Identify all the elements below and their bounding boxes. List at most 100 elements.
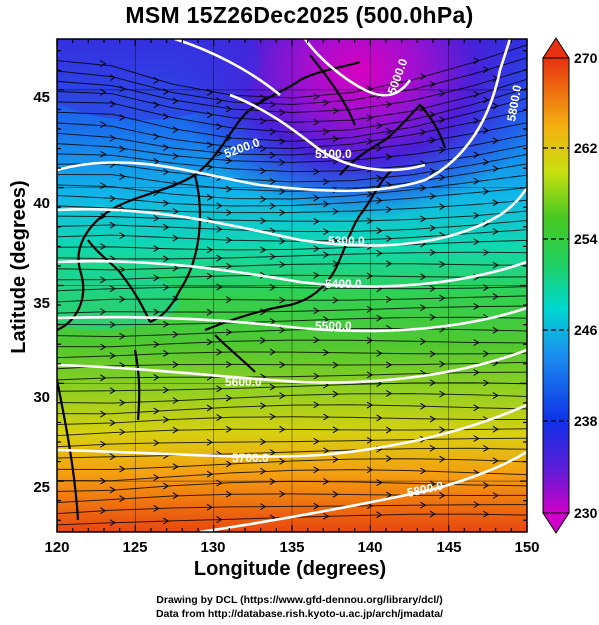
streamline-arrow [119,428,126,436]
streamline-arrow [332,237,339,245]
streamline-arrow [313,217,320,225]
streamline-arrow [376,197,383,204]
streamline-arrow [100,121,107,129]
streamline-arrow [172,330,179,338]
streamline-arrow [376,227,383,235]
streamline-arrow [260,467,267,475]
streamline-arrow [260,195,267,203]
streamline-arrow [332,426,339,434]
streamline-arrow [109,134,116,142]
streamline-arrow [492,102,499,110]
colorbar-label-230: 230 [574,505,598,521]
streamline-arrow [216,202,223,210]
streamline-arrow [385,390,393,397]
streamline-arrow [109,486,116,494]
streamline-arrow [492,228,499,236]
streamline-arrow [279,261,286,269]
colorbar-label-238: 238 [574,413,598,429]
streamline-arrow [153,340,160,348]
streamline-arrow [385,426,393,434]
streamline-arrow [279,326,286,334]
streamline-arrow [119,232,126,240]
streamline-arrow [323,478,330,485]
streamline-arrow [332,296,339,304]
streamline-arrow [483,481,490,489]
streamline-arrow [323,178,330,186]
streamline-arrow [473,151,480,159]
streamline-arrow [473,368,480,376]
streamline-arrow [313,437,320,445]
streamline-arrow [483,350,490,358]
streamline-arrow [483,187,490,195]
streamline-arrow [492,137,499,145]
streamline-arrow [225,236,233,244]
streamline-arrow [119,465,126,473]
streamline-arrow [260,308,267,316]
streamline-arrow [483,66,490,74]
streamline-arrow [153,214,160,222]
streamline-arrow [323,349,330,356]
streamline-arrow [473,177,480,185]
streamline-arrow [172,234,179,242]
streamline-arrow [206,338,213,346]
streamline-arrow [260,94,267,102]
streamline-arrow [366,371,373,379]
streamline-arrow [109,321,116,329]
streamline-arrow [429,379,436,387]
streamline-arrow [109,74,116,81]
streamline-arrow [429,510,436,518]
streamline-arrow [225,185,233,193]
streamline-arrow [439,492,446,499]
streamline-arrow [313,401,320,409]
streamline-arrow [109,100,116,108]
contour-label-5100: 5100.0 [315,147,352,161]
streamline-arrow [473,238,480,246]
x-tick-120: 120 [44,539,69,556]
streamline-arrow [216,122,223,130]
streamline-arrow [100,410,107,418]
streamline-arrow [323,251,330,259]
streamline-arrow [473,90,480,98]
streamline-arrow [420,273,427,281]
streamline-arrow [100,440,107,448]
streamline-arrow [332,107,339,115]
streamline-arrow [216,225,223,233]
y-tick-40: 40 [33,195,50,212]
streamline-arrow [172,463,179,471]
streamline-arrow [206,438,213,446]
streamline-arrow [260,167,267,175]
streamline-arrow [260,246,267,254]
streamline-arrow [172,426,179,434]
streamline-arrow [323,447,330,455]
streamline-arrow [323,200,330,208]
streamline-arrow [366,466,373,474]
x-tick-150: 150 [514,539,539,556]
streamline-arrow [163,199,170,207]
colorbar-label-270: 270 [574,50,598,66]
streamline-arrow [385,153,393,161]
streamline-arrow [366,217,373,225]
colorbar-label-262: 262 [574,140,598,156]
streamline-arrow [473,404,480,412]
streamline-arrow [109,387,116,395]
streamline-arrow [260,438,267,446]
streamline-arrow [269,128,276,136]
streamline-arrow [260,503,267,511]
y-tick-30: 30 [33,389,50,406]
streamline-arrow [119,173,126,180]
streamline-arrow [366,272,373,280]
streamline-arrow [366,401,373,409]
streamline-arrow [100,507,107,515]
streamline-arrow [269,413,276,421]
streamline-arrow [385,491,393,499]
streamline-arrow [163,255,170,263]
streamline-arrow [206,88,213,96]
streamline-arrow [366,190,373,198]
streamline-arrow [119,295,126,303]
contour-label-5700: 5700.0 [232,451,269,465]
streamline-arrow [439,426,446,434]
streamline-arrow [206,308,213,316]
streamline-arrow [439,174,446,181]
streamline-arrow [216,283,223,291]
